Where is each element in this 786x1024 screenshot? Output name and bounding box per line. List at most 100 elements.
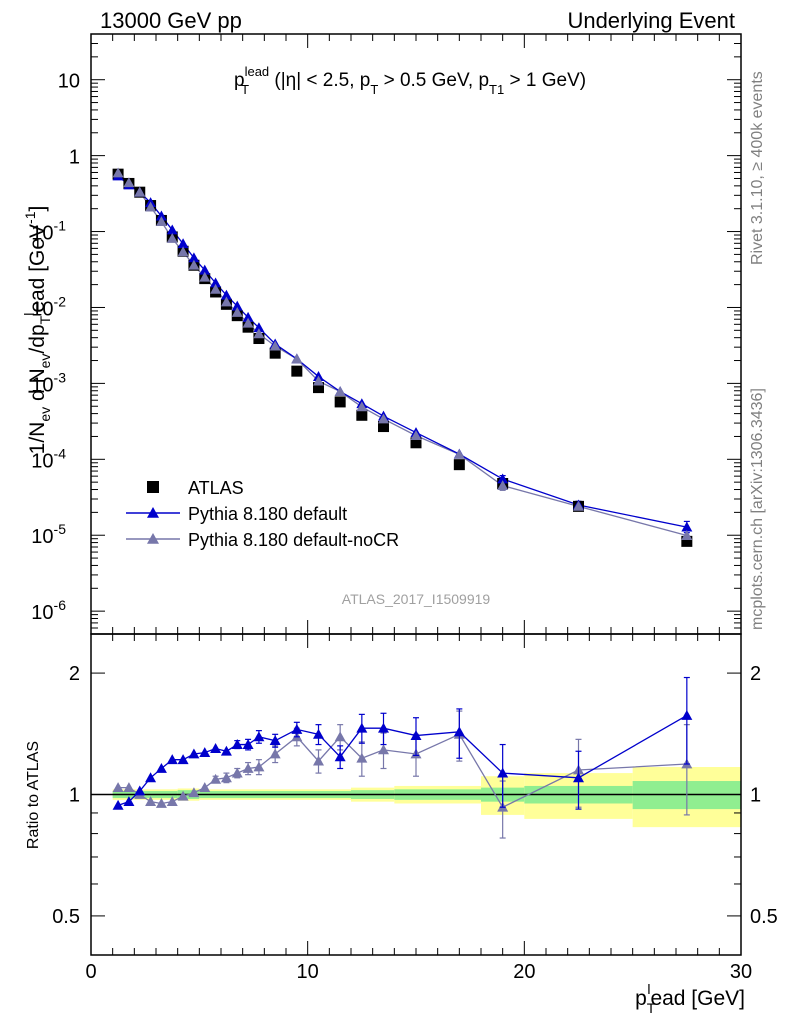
x-axis-label: pTlead [GeV] <box>635 981 745 1016</box>
rivet-label: Rivet 3.1.10, ≥ 400k events <box>749 71 766 265</box>
mc-point <box>188 252 200 263</box>
ratio-point <box>220 745 232 756</box>
ratio-point <box>313 755 324 766</box>
mc-point <box>134 186 146 197</box>
ratio-point <box>253 731 265 742</box>
ratio-point <box>123 796 135 807</box>
header-right: Underlying Event <box>567 8 735 33</box>
tick-exp: -1 <box>54 218 67 234</box>
legend-label: ATLAS <box>188 478 244 498</box>
main-title: plead T (|η| < 2.5, pT > 0.5 GeV, pT1 > 1… <box>234 64 586 97</box>
ratio-point <box>155 763 167 773</box>
x-tick-label: 20 <box>513 961 535 983</box>
ratio-series-layer <box>112 676 693 839</box>
ratio-point <box>231 739 243 749</box>
atlas-point <box>291 365 303 377</box>
ratio-y-tick-label-left: 0.5 <box>52 906 80 928</box>
mc-point <box>313 375 324 386</box>
ratio-point <box>313 728 324 739</box>
ratio-y-tick-label-right: 0.5 <box>750 906 778 928</box>
mc-point <box>410 430 422 441</box>
main-title-rest2: > 0.5 GeV, p <box>378 70 489 91</box>
ratio-point <box>210 773 222 784</box>
mc-point <box>242 311 254 322</box>
mc-point <box>112 167 124 178</box>
ratio-point <box>155 797 167 808</box>
main-y-tick-label: 10-3 <box>31 369 66 396</box>
ratio-point <box>573 772 584 783</box>
ratio-y-tick-label-right: 2 <box>750 663 761 685</box>
atlas-point <box>453 459 465 471</box>
legend-marker-atlas <box>147 481 159 493</box>
main-title-p: p <box>234 70 245 91</box>
ratio-point <box>220 772 232 783</box>
mc-point <box>188 259 200 270</box>
mc-point <box>199 264 211 275</box>
ratio-point <box>177 790 189 801</box>
ratio-point <box>334 731 346 742</box>
xlabel-sub: T <box>647 1000 656 1016</box>
ratio-point <box>253 761 265 772</box>
mc-point <box>253 322 265 333</box>
header-left: 13000 GeV pp <box>100 8 242 33</box>
ratio-point <box>356 722 368 733</box>
ratio-point <box>231 767 243 778</box>
main-title-sup: lead <box>245 64 270 79</box>
main-y-tick-label: 10-1 <box>31 218 66 245</box>
ratio-point <box>112 799 124 810</box>
mc-point <box>210 283 222 294</box>
ylabel-a-sub: ev <box>37 407 53 422</box>
main-y-tick-label: 10-6 <box>31 597 66 624</box>
ylabel-c: /dp <box>26 324 49 353</box>
ratio-point <box>497 767 509 778</box>
main-y-label: 1/Nev d Nev/dpTlead [GeV-1] <box>21 206 53 455</box>
ylabel-d-sup: -1 <box>22 211 38 224</box>
tick-base: 10 <box>31 223 53 245</box>
ratio-point <box>242 763 254 773</box>
ylabel-e: ] <box>26 206 49 212</box>
main-y-tick-label: 10-4 <box>31 445 66 472</box>
main-title-rest1: (|η| < 2.5, p <box>269 70 370 91</box>
legend-marker-triangle <box>147 533 159 544</box>
ratio-point <box>291 723 303 734</box>
ratio-point <box>210 743 222 753</box>
ratio-point <box>378 722 389 733</box>
mc-point <box>681 530 693 540</box>
ratio-plot-panel: 0.5 0.5 1 1 2 2 0 10 20 30 <box>52 633 778 983</box>
ratio-point <box>166 754 178 765</box>
main-y-tick-label: 1 <box>69 147 80 169</box>
ratio-point <box>188 748 200 759</box>
main-title-sub2: T <box>370 82 378 97</box>
ratio-y-label: Ratio to ATLAS <box>25 741 42 849</box>
ratio-point <box>199 747 211 758</box>
ylabel-d: ead [GeV <box>26 224 49 313</box>
ylabel-b-sub: ev <box>37 354 53 369</box>
tick-base: 10 <box>31 374 53 396</box>
ylabel-c-sub: T <box>37 315 53 324</box>
tick-exp: -5 <box>54 521 67 537</box>
tick-exp: -4 <box>54 445 67 461</box>
main-y-tick-label: 10 <box>58 71 80 93</box>
ratio-y-tick-label-right: 1 <box>750 785 761 807</box>
main-series-layer <box>112 167 693 547</box>
ylabel-b: d N <box>26 368 49 407</box>
ratio-point <box>410 730 422 740</box>
mc-point <box>155 210 167 221</box>
ratio-point <box>334 751 346 762</box>
atlas-point <box>356 409 368 421</box>
main-y-tick-label: 10-2 <box>31 293 66 320</box>
mc-point <box>155 216 167 227</box>
ratio-point <box>681 709 693 720</box>
xlabel-p: p <box>635 987 647 1010</box>
mc-point <box>123 177 135 188</box>
tick-base: 10 <box>31 602 53 624</box>
xlabel-rest: ead [GeV] <box>650 987 745 1010</box>
legend-marker-triangle <box>147 507 159 518</box>
mc-point <box>220 289 232 300</box>
ratio-point <box>269 735 281 746</box>
main-title-rest3: > 1 GeV) <box>504 70 586 91</box>
mc-point <box>231 300 243 311</box>
mc-point <box>210 277 222 288</box>
ratio-y-ticks: 0.5 0.5 1 1 2 2 <box>52 663 778 956</box>
